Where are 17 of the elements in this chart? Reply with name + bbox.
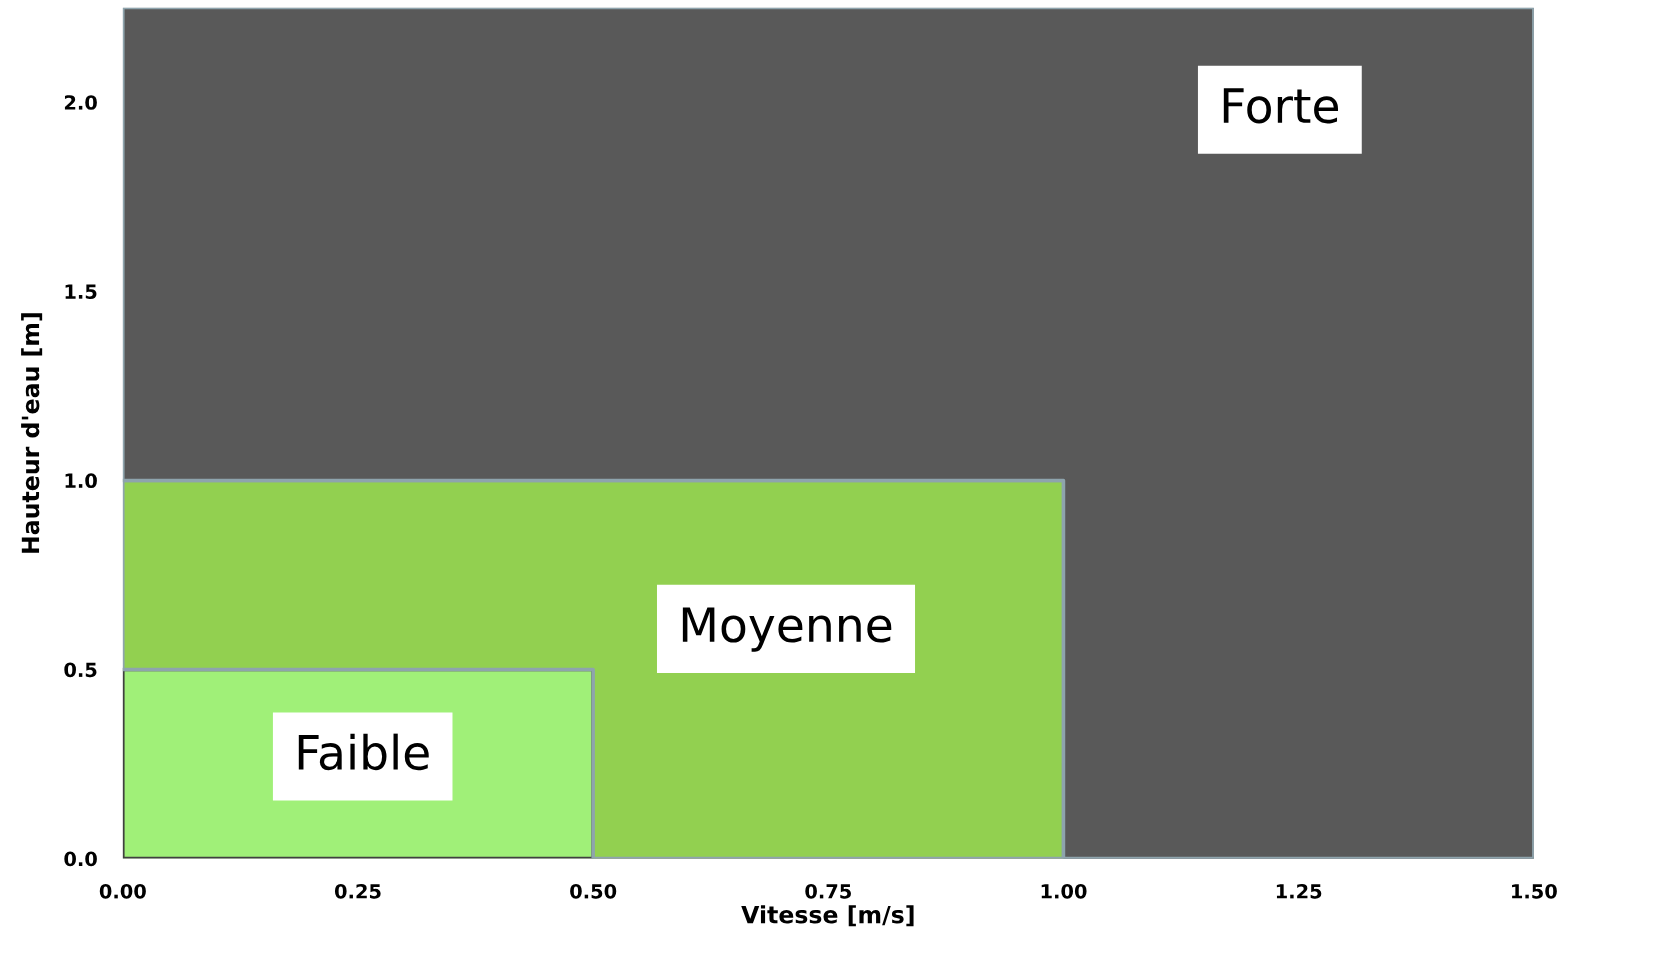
y-tick-label: 1.0 bbox=[65, 473, 97, 489]
x-tick-label: 0.75 bbox=[805, 883, 851, 899]
x-tick-label: 1.25 bbox=[1276, 883, 1322, 899]
y-tick-label: 1.5 bbox=[65, 284, 97, 299]
x-tick-label: 1.00 bbox=[1041, 883, 1087, 899]
y-tick-label: 0.5 bbox=[64, 662, 97, 678]
y-tick-label: 2.0 bbox=[64, 95, 97, 110]
y-tick-label: 0.0 bbox=[64, 851, 97, 867]
x-tick-label: 0.50 bbox=[570, 883, 617, 899]
x-tick-label: 0.25 bbox=[334, 883, 381, 899]
x-axis-title: Vitesse [m/s] bbox=[741, 905, 914, 927]
series-label: Faible bbox=[298, 733, 429, 771]
x-tick-label: 1.50 bbox=[1512, 883, 1557, 899]
x-tick-label: 0.00 bbox=[99, 883, 146, 899]
series-label: Forte bbox=[1223, 88, 1339, 124]
y-axis-title: Hauteur d'eau [m] bbox=[21, 313, 43, 553]
series-label: Moyenne bbox=[682, 607, 892, 652]
